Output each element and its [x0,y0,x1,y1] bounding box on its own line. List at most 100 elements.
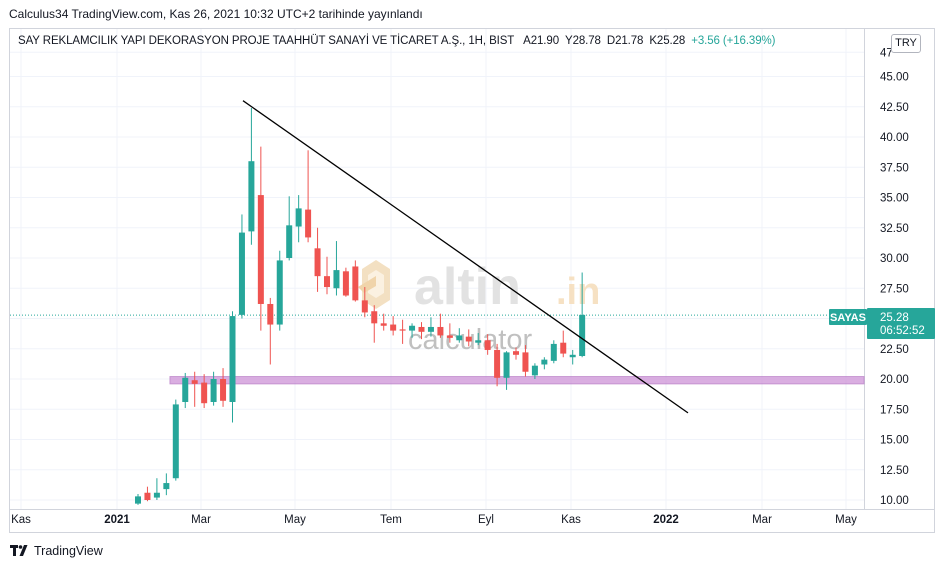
candle-body [220,379,227,401]
candle[interactable] [201,374,208,409]
candle[interactable] [560,330,567,358]
candle[interactable] [276,250,283,331]
price-tick-label: 42.50 [880,102,909,114]
candle[interactable] [210,371,217,406]
candle[interactable] [361,287,368,318]
candle[interactable] [475,333,482,346]
candle-body [305,209,312,238]
candle-body [163,483,170,490]
candle[interactable] [503,351,510,390]
ticker-label: SAYAS [830,312,866,324]
candle[interactable] [342,267,349,297]
candle[interactable] [314,227,321,292]
candle-body [342,271,349,296]
candle[interactable] [191,371,198,407]
time-tick-label: Mar [191,514,211,526]
candle[interactable] [465,329,472,347]
candle[interactable] [172,399,179,481]
candle[interactable] [163,473,170,496]
candle[interactable] [248,107,255,245]
price-tick-label: 27.50 [880,283,909,295]
price-tick-label: 22.50 [880,344,909,356]
candle[interactable] [390,316,397,336]
candle-body [248,161,255,232]
watermark: altin .in calculator [358,258,600,356]
candle-body [437,326,444,336]
candle-body [371,311,378,324]
price-tick-label: 37.50 [880,162,909,174]
watermark-logo-icon [358,260,390,309]
candle[interactable] [371,305,378,343]
candle[interactable] [333,241,340,296]
candle[interactable] [399,319,406,344]
candle-body [513,351,519,355]
price-tick-label: 12.50 [880,465,909,477]
ohlc-open: A21.90 [523,35,559,47]
price-tick-label: 17.50 [880,404,909,416]
price-tick-label: 10.00 [880,495,909,507]
candle[interactable] [238,214,245,319]
candle[interactable] [229,311,236,423]
candle[interactable] [267,297,274,365]
candle[interactable] [541,357,548,370]
candle[interactable] [257,146,264,331]
candle[interactable] [380,313,387,331]
candle[interactable] [531,363,538,379]
candle-body [361,300,368,313]
candle[interactable] [352,260,359,302]
candle-body [409,325,416,331]
candle[interactable] [324,256,330,295]
candle-body [550,343,557,361]
price-tick-label: 32.50 [880,223,909,235]
candle-body [286,225,293,258]
time-tick-label: Kas [11,514,31,526]
candle[interactable] [220,368,227,407]
candle-body [172,404,179,479]
candle[interactable] [144,486,151,502]
candle[interactable] [427,317,434,337]
candle[interactable] [153,478,160,500]
candle[interactable] [135,493,141,505]
candle-body [324,276,330,288]
candle-body [569,354,576,358]
watermark-brand: altin [414,258,521,316]
ohlc-high: Y28.78 [565,35,601,47]
candle-body [560,342,567,354]
time-tick-label: Mar [752,514,772,526]
candle[interactable] [182,372,189,409]
candle[interactable] [418,322,425,340]
countdown-label: 06:52:52 [880,325,925,337]
candle[interactable] [446,323,453,343]
ohlc-change: +3.56 (+16.39%) [691,35,776,47]
support-band[interactable] [169,376,865,385]
candle[interactable] [295,195,302,243]
currency-badge[interactable]: TRY [891,34,921,53]
candle[interactable] [409,323,416,338]
candle-body [531,365,538,376]
candle[interactable] [579,272,586,358]
time-tick-label: May [284,514,306,526]
candle[interactable] [484,334,491,355]
candle[interactable] [513,347,519,360]
candle[interactable] [550,340,557,364]
candle[interactable] [437,313,444,338]
vertical-gridlines [20,29,847,509]
footer-brand-text: TradingView [34,544,103,558]
candle[interactable] [494,343,501,387]
candle[interactable] [522,345,529,377]
chart-frame [9,28,935,533]
price-label: 25.28 [880,312,909,324]
price-tick-label: 30.00 [880,253,909,265]
candle-body [257,195,264,304]
time-axis-labels: Kas 2021 Mar May Tem Eyl Kas 2022 Mar May [11,514,857,526]
candle[interactable] [286,196,293,261]
candle[interactable] [305,150,312,243]
footer-brand[interactable]: TradingView [10,543,103,559]
candle[interactable] [456,328,463,343]
time-tick-label: Eyl [478,514,494,526]
trendline[interactable] [242,100,689,414]
candle[interactable] [569,349,576,365]
time-tick-label: Tem [380,514,402,526]
candle-body [541,359,548,365]
